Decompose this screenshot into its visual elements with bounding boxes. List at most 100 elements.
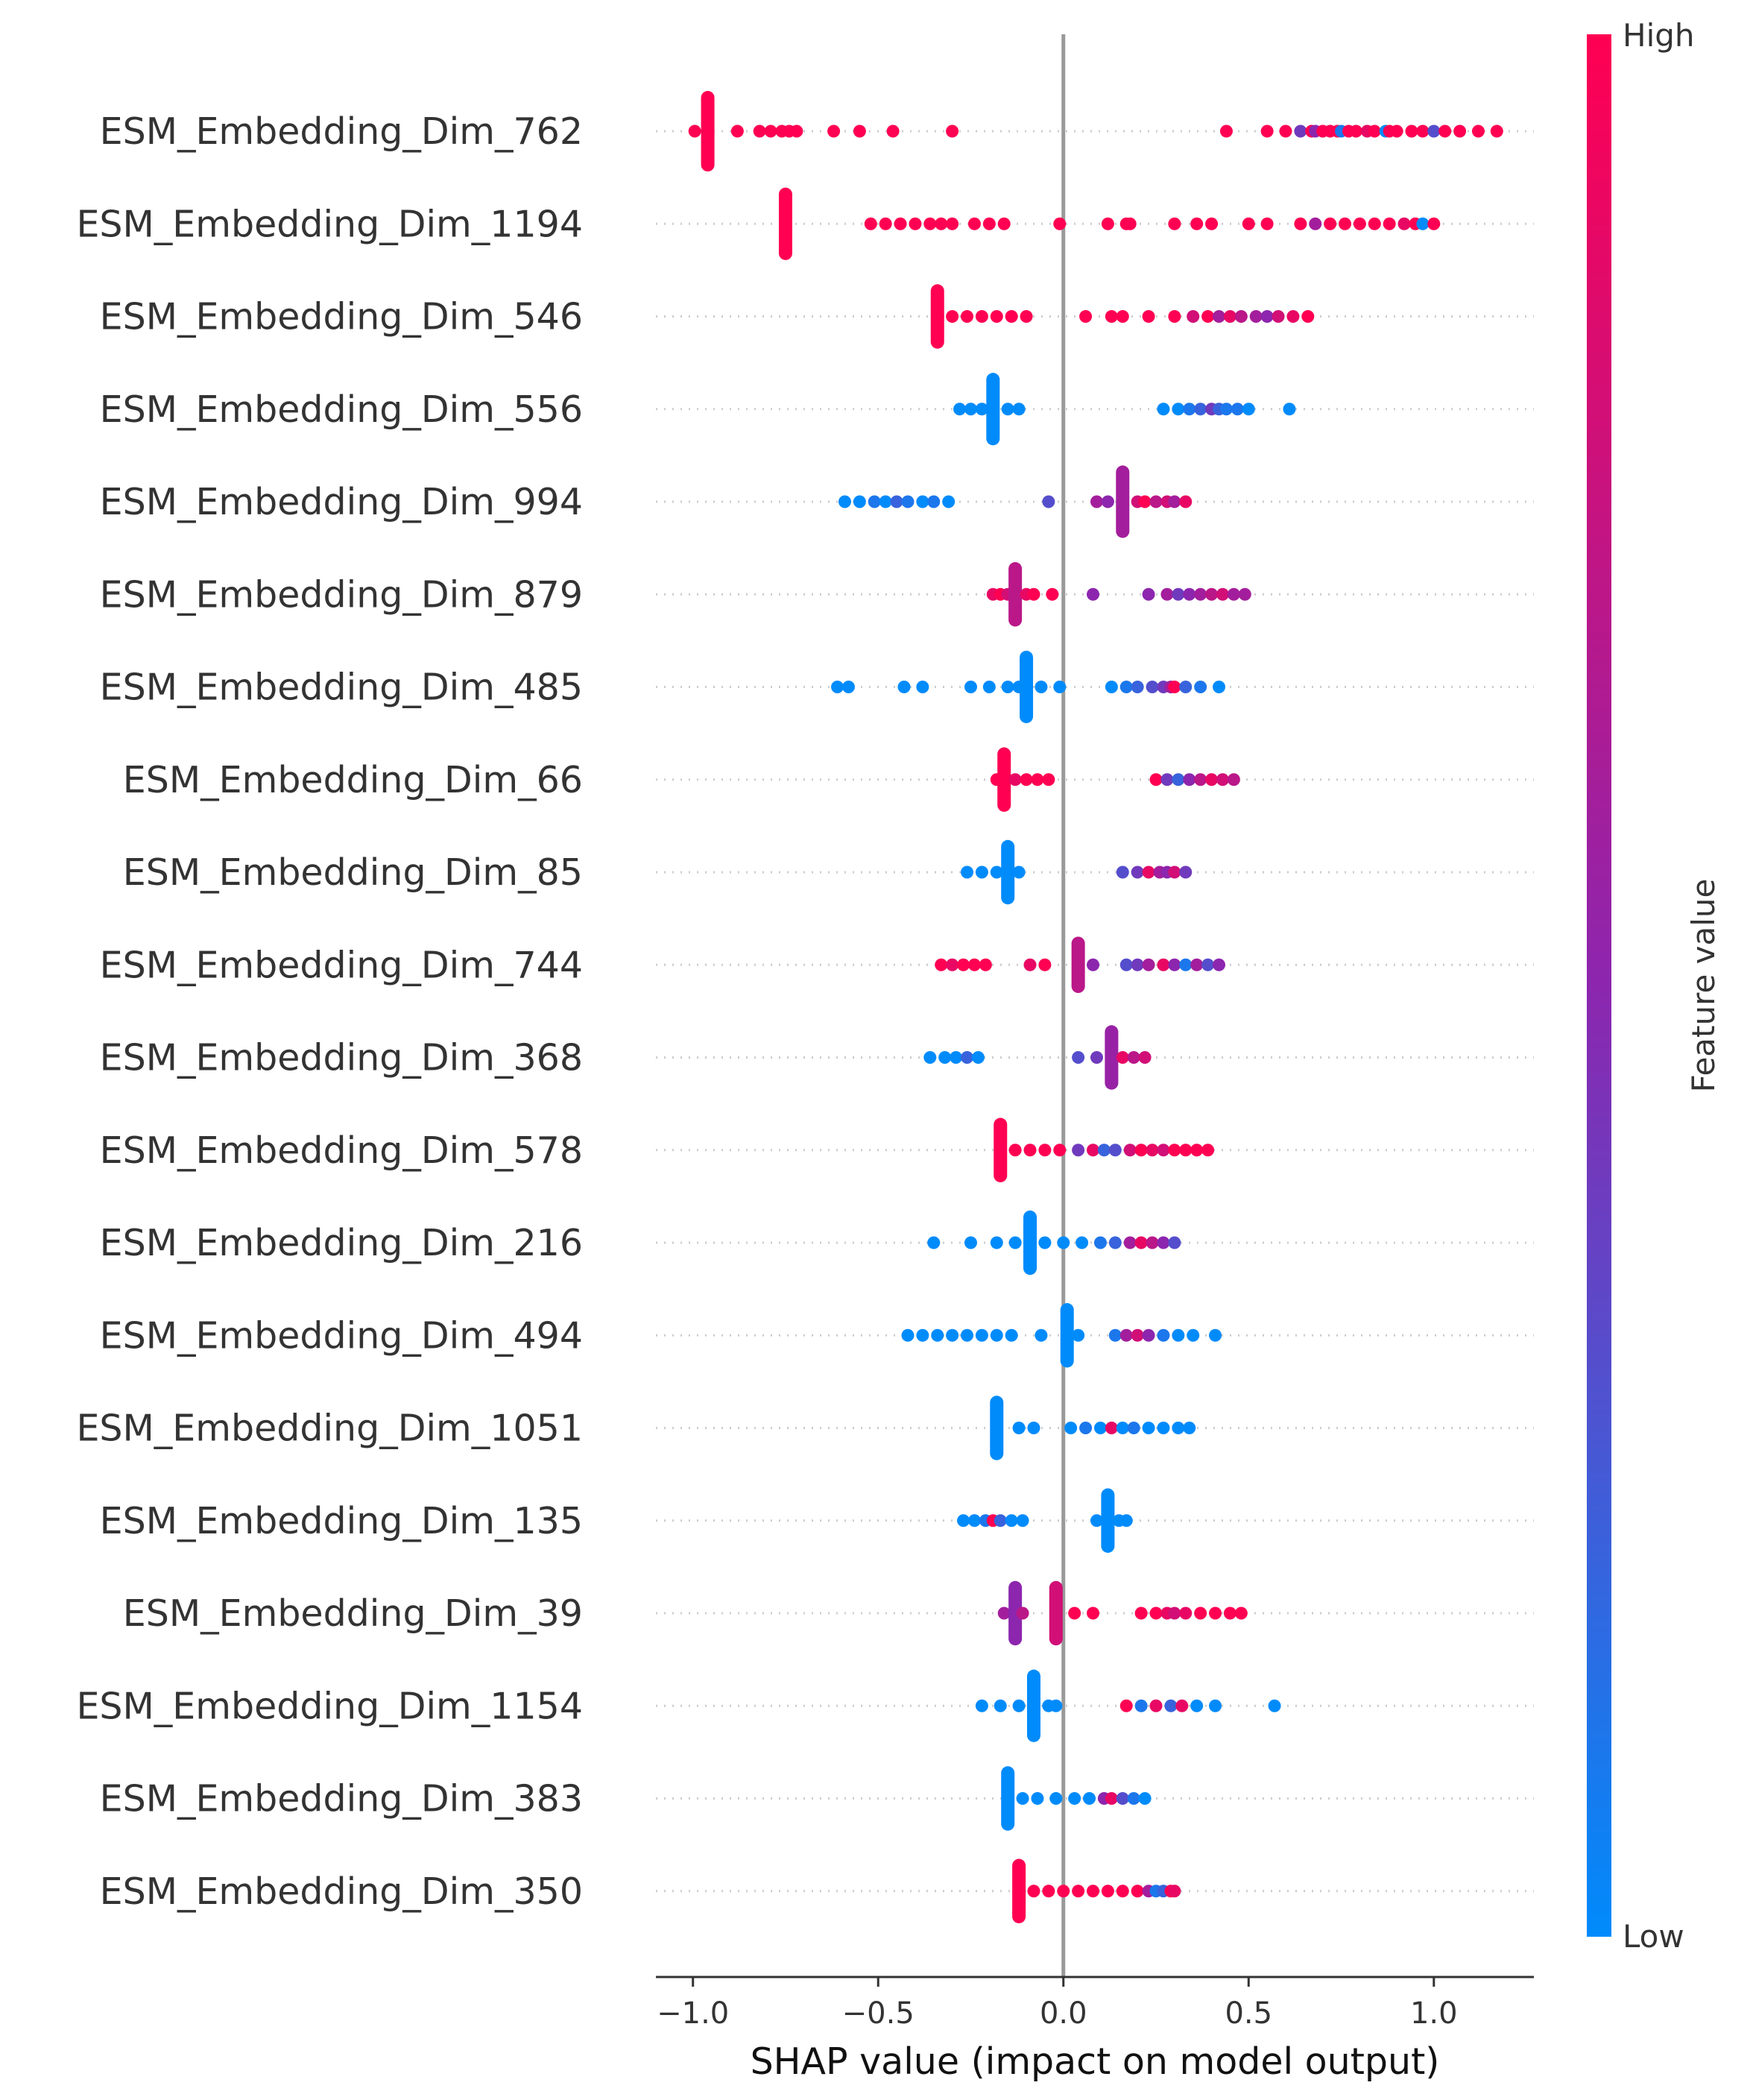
shap-dot xyxy=(1216,587,1229,601)
shap-dot xyxy=(935,958,948,971)
shap-dot xyxy=(1183,403,1196,416)
shap-dot xyxy=(1201,310,1215,323)
feature-label: ESM_Embedding_Dim_556 xyxy=(100,388,583,431)
shap-dot xyxy=(931,1328,944,1342)
shap-dot xyxy=(1349,124,1362,138)
feature-label: ESM_Embedding_Dim_494 xyxy=(100,1314,583,1357)
shap-dot xyxy=(1105,1422,1118,1434)
shap-dot xyxy=(1223,1606,1236,1620)
feature-label: ESM_Embedding_Dim_485 xyxy=(100,666,583,709)
shap-dot xyxy=(1238,587,1251,601)
feature-label: ESM_Embedding_Dim_762 xyxy=(100,110,583,153)
shap-dot xyxy=(997,217,1011,230)
shap-dot xyxy=(1068,1792,1081,1805)
shap-dot xyxy=(1105,681,1118,693)
shap-dot xyxy=(1008,1144,1022,1157)
shap-dot xyxy=(1190,1699,1204,1712)
shap-dot xyxy=(831,681,844,693)
shap-dot xyxy=(1160,773,1174,786)
shap-dot xyxy=(1134,1606,1148,1620)
shap-dot xyxy=(1168,681,1181,693)
shap-dot xyxy=(961,1328,974,1342)
colorbar-low-label: Low xyxy=(1623,1918,1684,1955)
shap-dot xyxy=(1119,681,1133,693)
shap-dot xyxy=(1131,958,1144,971)
shap-dot xyxy=(1223,310,1236,323)
shap-dot xyxy=(1168,1144,1181,1157)
shap-dot xyxy=(1179,865,1193,879)
shap-dot xyxy=(1108,1328,1122,1342)
shap-dot xyxy=(1242,217,1255,230)
shap-dot xyxy=(957,958,970,971)
shap-dot xyxy=(1242,403,1255,416)
shap-dot xyxy=(1190,1144,1204,1157)
shap-dot xyxy=(946,217,959,230)
shap-dot xyxy=(1427,124,1441,138)
shap-dot xyxy=(1038,1144,1052,1157)
colorbar-gradient xyxy=(1587,34,1611,1937)
shap-dot xyxy=(1194,587,1207,601)
shap-dot xyxy=(827,124,841,138)
shap-dot xyxy=(1127,1792,1140,1805)
feature-label: ESM_Embedding_Dim_368 xyxy=(100,1037,583,1079)
shap-dot xyxy=(1149,1699,1163,1712)
shap-dot xyxy=(1168,958,1181,971)
feature-label: ESM_Embedding_Dim_350 xyxy=(100,1870,583,1913)
shap-dot xyxy=(1138,495,1152,508)
shap-dot xyxy=(1397,217,1411,230)
feature-label: ESM_Embedding_Dim_1194 xyxy=(76,203,583,245)
shap-dot-cluster xyxy=(701,91,715,171)
shap-dot xyxy=(1049,1792,1063,1805)
shap-dot xyxy=(1108,1144,1122,1157)
shap-dot-cluster xyxy=(1060,1303,1074,1368)
shap-dot xyxy=(1405,124,1418,138)
shap-dot xyxy=(1127,1051,1140,1064)
shap-dot xyxy=(1049,1699,1063,1712)
shap-dot xyxy=(994,1699,1007,1712)
shap-dot xyxy=(1283,403,1296,416)
shap-dot xyxy=(1064,1422,1078,1434)
shap-dot xyxy=(1160,587,1174,601)
shap-dot xyxy=(961,310,974,323)
shap-dot xyxy=(868,495,881,508)
shap-dot xyxy=(1116,1885,1129,1898)
shap-dot xyxy=(790,124,803,138)
shap-dot-cluster xyxy=(1012,1858,1026,1923)
shap-dot xyxy=(1108,1236,1122,1249)
shap-dot xyxy=(1149,1606,1163,1620)
x-tick-label: −1.0 xyxy=(657,1996,729,2031)
shap-dot xyxy=(953,403,967,416)
shap-dot xyxy=(997,1606,1011,1620)
shap-dot xyxy=(1179,958,1193,971)
feature-label: ESM_Embedding_Dim_1154 xyxy=(76,1685,583,1727)
shap-dot xyxy=(1187,310,1200,323)
shap-dot xyxy=(886,124,900,138)
shap-dot xyxy=(1005,1328,1018,1342)
shap-dot-cluster xyxy=(1049,1580,1063,1646)
shap-dot xyxy=(1260,217,1274,230)
shap-dot xyxy=(1090,495,1103,508)
shap-dot xyxy=(1119,1328,1133,1342)
shap-dot xyxy=(923,1051,937,1064)
shap-dot xyxy=(1101,495,1114,508)
shap-dot xyxy=(1234,310,1248,323)
shap-dot xyxy=(1038,1236,1052,1249)
shap-dot xyxy=(1131,1328,1144,1342)
feature-label: ESM_Embedding_Dim_994 xyxy=(100,481,583,523)
shap-dot xyxy=(1146,1236,1159,1249)
shap-dot xyxy=(1123,1144,1137,1157)
shap-dot xyxy=(1416,124,1430,138)
shap-dot xyxy=(1383,217,1396,230)
shap-dot xyxy=(946,310,959,323)
shap-dot xyxy=(1012,865,1026,879)
shap-dot xyxy=(1072,1328,1085,1342)
feature-label: ESM_Embedding_Dim_216 xyxy=(100,1222,583,1264)
shap-dot xyxy=(897,681,911,693)
feature-label: ESM_Embedding_Dim_66 xyxy=(123,759,583,801)
shap-dot xyxy=(1268,1699,1281,1712)
shap-dot xyxy=(1164,1699,1178,1712)
feature-label: ESM_Embedding_Dim_744 xyxy=(100,944,583,986)
shap-dot xyxy=(1042,773,1055,786)
shap-dot xyxy=(1134,1236,1148,1249)
shap-dot xyxy=(901,495,915,508)
